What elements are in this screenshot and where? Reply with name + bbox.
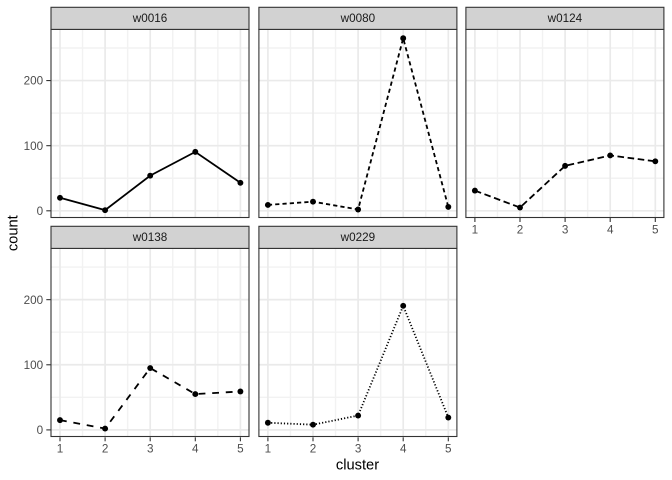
svg-text:2: 2: [102, 443, 109, 456]
svg-text:4: 4: [607, 223, 614, 236]
svg-text:w0138: w0138: [132, 231, 167, 244]
svg-text:count: count: [6, 215, 22, 251]
svg-text:5: 5: [652, 223, 659, 236]
svg-text:4: 4: [192, 443, 199, 456]
svg-text:200: 200: [24, 75, 44, 88]
svg-text:200: 200: [24, 294, 44, 307]
svg-text:cluster: cluster: [336, 457, 379, 473]
svg-text:w0124: w0124: [547, 12, 583, 25]
svg-text:5: 5: [445, 443, 452, 456]
svg-text:3: 3: [355, 443, 362, 456]
svg-text:4: 4: [400, 443, 407, 456]
svg-text:3: 3: [147, 443, 154, 456]
svg-text:0: 0: [37, 205, 44, 218]
svg-text:w0016: w0016: [132, 12, 167, 25]
svg-text:3: 3: [562, 223, 569, 236]
svg-text:0: 0: [37, 424, 44, 437]
svg-text:1: 1: [57, 443, 64, 456]
svg-text:2: 2: [310, 443, 317, 456]
svg-text:5: 5: [237, 443, 244, 456]
svg-text:w0080: w0080: [340, 12, 376, 25]
svg-text:100: 100: [24, 140, 44, 153]
svg-text:w0229: w0229: [340, 231, 375, 244]
svg-text:2: 2: [517, 223, 524, 236]
svg-text:100: 100: [24, 359, 44, 372]
svg-text:1: 1: [472, 223, 479, 236]
svg-text:1: 1: [265, 443, 272, 456]
